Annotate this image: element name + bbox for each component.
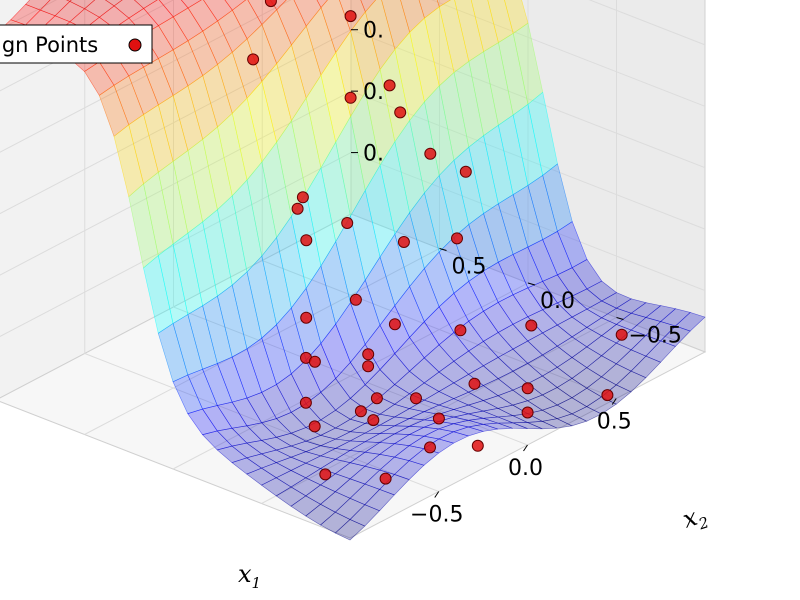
design-point [601,389,614,402]
design-point [459,165,472,178]
legend-label: ign Points [0,33,98,57]
design-point [451,232,463,245]
axis-ticks: −0.50.00.5−0.50.00.50.0.0.0011 [351,19,682,528]
y-tick-label: −0.5 [629,324,682,349]
design-point [615,328,628,341]
legend: ign Points [0,24,153,64]
design-point [319,468,332,481]
design-point [379,472,392,485]
design-point [397,236,410,248]
floor-pane [0,213,707,539]
legend-marker [128,38,142,52]
design-point [432,412,445,425]
design-point [300,311,313,324]
y-tick [616,317,624,320]
z-gridline [0,0,706,153]
surface-facet [316,0,328,9]
design-point [247,53,260,66]
y-tick [527,282,536,286]
legend-box [0,24,153,64]
x-tick-label: −0.5 [410,503,463,528]
z-tick-label: 0. [363,80,384,105]
design-point [264,0,277,8]
z-tick-label: 0. [363,142,384,167]
x-tick-label: 0.0 [508,456,543,481]
design-point [471,439,484,452]
design-point [468,377,481,390]
y-tick-label: 0.0 [540,289,575,314]
design-point [308,355,321,368]
design-point [299,396,312,409]
design-point [367,414,380,427]
design-point [521,406,534,419]
surface-facet [674,312,706,332]
design-point [362,348,375,361]
x-axis-label: x1 [238,560,261,592]
x-tick [611,398,617,405]
y-axis-label: x2 [679,500,711,538]
design-point [344,10,357,23]
design-point [341,217,354,229]
design-point [291,202,304,215]
design-point [344,91,357,104]
x-gridline [173,0,528,446]
design-point [424,147,437,160]
design-point [300,234,313,247]
design-point [394,106,407,119]
design-point [354,405,367,418]
design-point [349,293,362,306]
design-point [383,79,396,92]
design-point [362,360,375,373]
design-point [424,441,436,454]
x-gridline [261,0,617,399]
y-tick-label: 0.5 [452,255,487,280]
surface-facet [25,0,51,11]
z-tick-label: 0. [363,19,384,44]
x-tick [434,491,440,498]
surface-facet [104,0,123,7]
design-point [454,324,467,337]
y-tick [439,248,447,251]
design-point [525,319,538,332]
x-tick-label: 0.5 [597,410,632,435]
design-point [308,420,321,433]
design-point [410,392,422,405]
design-point [521,382,534,395]
design-point [388,318,401,331]
design-point [296,191,309,204]
design-point [370,392,383,405]
x-tick [523,444,528,452]
design-points [247,0,628,485]
